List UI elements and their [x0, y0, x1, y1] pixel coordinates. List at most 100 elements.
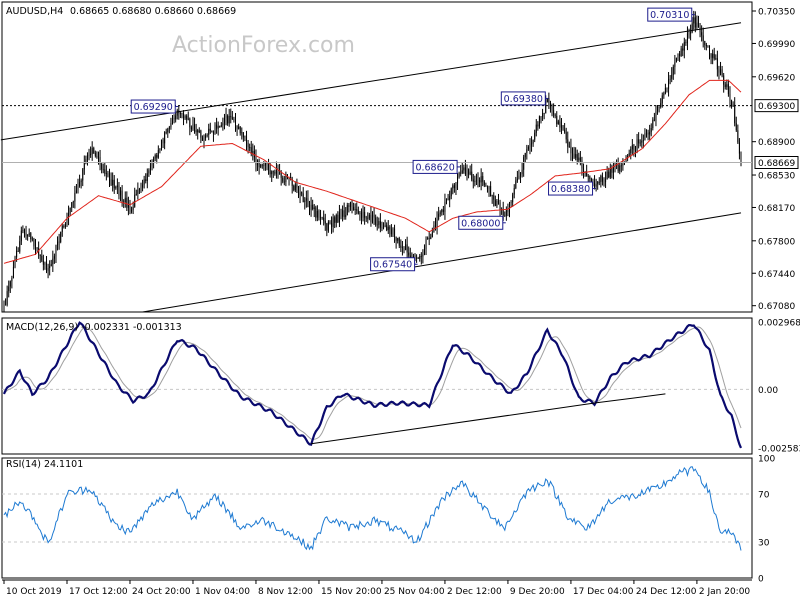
- candle-body-down: [653, 119, 655, 121]
- candle-body-up: [423, 249, 425, 255]
- candle-body-up: [672, 66, 674, 75]
- candle-body-up: [463, 167, 465, 171]
- channel-trendline: [142, 212, 742, 313]
- candle-body-up: [595, 184, 597, 187]
- candle-body-up: [313, 207, 315, 210]
- candle-body-up: [120, 190, 122, 196]
- price-label-box: [130, 99, 176, 114]
- candle-body-down: [282, 177, 284, 182]
- candle-body-up: [526, 149, 528, 153]
- price-label-box: [548, 181, 594, 196]
- candle-body-down: [502, 209, 504, 216]
- candle-body-up: [449, 196, 451, 201]
- candle-body-down: [403, 247, 405, 250]
- candle-body-down: [718, 69, 720, 73]
- candle-body-down: [364, 211, 366, 218]
- candle-body-up: [159, 149, 161, 151]
- candle-body-down: [738, 142, 740, 154]
- candle-body-up: [176, 110, 178, 116]
- candle-body-up: [683, 41, 685, 51]
- candle-body-down: [389, 226, 391, 230]
- candle-body-down: [499, 202, 501, 211]
- candle-body-down: [379, 221, 381, 228]
- candle-body-down: [468, 169, 470, 175]
- moving-average-line: [3, 79, 742, 264]
- candle-body-up: [354, 209, 356, 211]
- candle-body-down: [230, 115, 232, 118]
- rsi-axis-label: 30: [758, 539, 770, 549]
- candle-body-up: [512, 194, 514, 203]
- candle-body-down: [408, 252, 410, 256]
- candle-body-up: [630, 149, 632, 154]
- candle-body-down: [340, 212, 342, 217]
- candle-body-down: [694, 17, 696, 28]
- price-label-box: [500, 91, 546, 106]
- candle-body-up: [430, 236, 432, 240]
- macd-panel-frame: [1, 317, 753, 455]
- candle-body-up: [461, 170, 463, 173]
- candle-body-up: [181, 112, 183, 115]
- candle-body-up: [439, 212, 441, 214]
- candle-body-up: [427, 238, 429, 240]
- candle-body-up: [260, 164, 262, 168]
- candle-body-down: [107, 173, 109, 177]
- candle-body-up: [310, 204, 312, 211]
- candle-body-down: [734, 104, 736, 124]
- candle-body-down: [239, 126, 241, 134]
- rsi-panel-frame: [1, 457, 753, 579]
- candle-body-up: [85, 159, 87, 163]
- candle-body-down: [291, 179, 293, 186]
- candle-body-up: [11, 278, 13, 282]
- macd-panel[interactable]: [2, 321, 743, 449]
- candle-body-down: [42, 260, 44, 265]
- candle-body-down: [375, 217, 377, 225]
- candle-body-down: [17, 250, 19, 252]
- candle-body-up: [614, 165, 616, 167]
- candle-body-up: [505, 209, 507, 216]
- candle-body-up: [69, 207, 71, 214]
- candle-body-up: [64, 223, 66, 227]
- candle-body-up: [644, 133, 646, 141]
- candle-body-up: [568, 146, 570, 148]
- candle-body-up: [436, 219, 438, 228]
- rsi-panel[interactable]: [3, 466, 742, 551]
- candle-body-down: [598, 181, 600, 183]
- candle-body-down: [638, 139, 640, 144]
- candle-body-up: [132, 206, 134, 210]
- candle-body-up: [346, 205, 348, 215]
- candle-body-down: [737, 130, 739, 143]
- candle-body-up: [28, 233, 30, 236]
- candle-body-down: [253, 150, 255, 158]
- candle-body-up: [480, 176, 482, 183]
- candle-body-down: [688, 33, 690, 35]
- candle-body-up: [112, 179, 114, 186]
- candle-body-up: [345, 214, 347, 218]
- price-axis-label: 0.68900: [758, 138, 795, 148]
- candle-body-up: [359, 212, 361, 214]
- price-panel[interactable]: 0.69290 0.67540 0.68620 0.68000 0.69380 0.683…: [0, 7, 752, 313]
- candle-body-down: [234, 118, 236, 126]
- candle-body-down: [334, 217, 336, 223]
- candle-body-up: [457, 176, 459, 184]
- candle-body-up: [198, 130, 200, 133]
- candle-body-down: [242, 132, 244, 138]
- candle-body-up: [458, 172, 460, 177]
- candle-body-down: [33, 238, 35, 247]
- candle-body-up: [184, 115, 186, 119]
- level-price-tag: 0.69300: [758, 102, 795, 112]
- candle-body-up: [6, 291, 8, 305]
- candle-body-down: [647, 132, 649, 135]
- candle-body-up: [68, 213, 70, 218]
- candle-body-down: [564, 129, 566, 133]
- candle-body-up: [225, 115, 227, 118]
- candle-body-up: [469, 171, 471, 175]
- candle-body-up: [241, 132, 243, 134]
- candle-body-down: [236, 125, 238, 129]
- rsi-axis-label: 70: [758, 491, 770, 501]
- price-label-box: [458, 215, 504, 230]
- candle-body-down: [324, 220, 326, 224]
- candle-body-up: [61, 226, 63, 232]
- candle-body-down: [702, 35, 704, 42]
- candle-body-up: [515, 180, 517, 189]
- current-price-tag-box: [754, 155, 799, 169]
